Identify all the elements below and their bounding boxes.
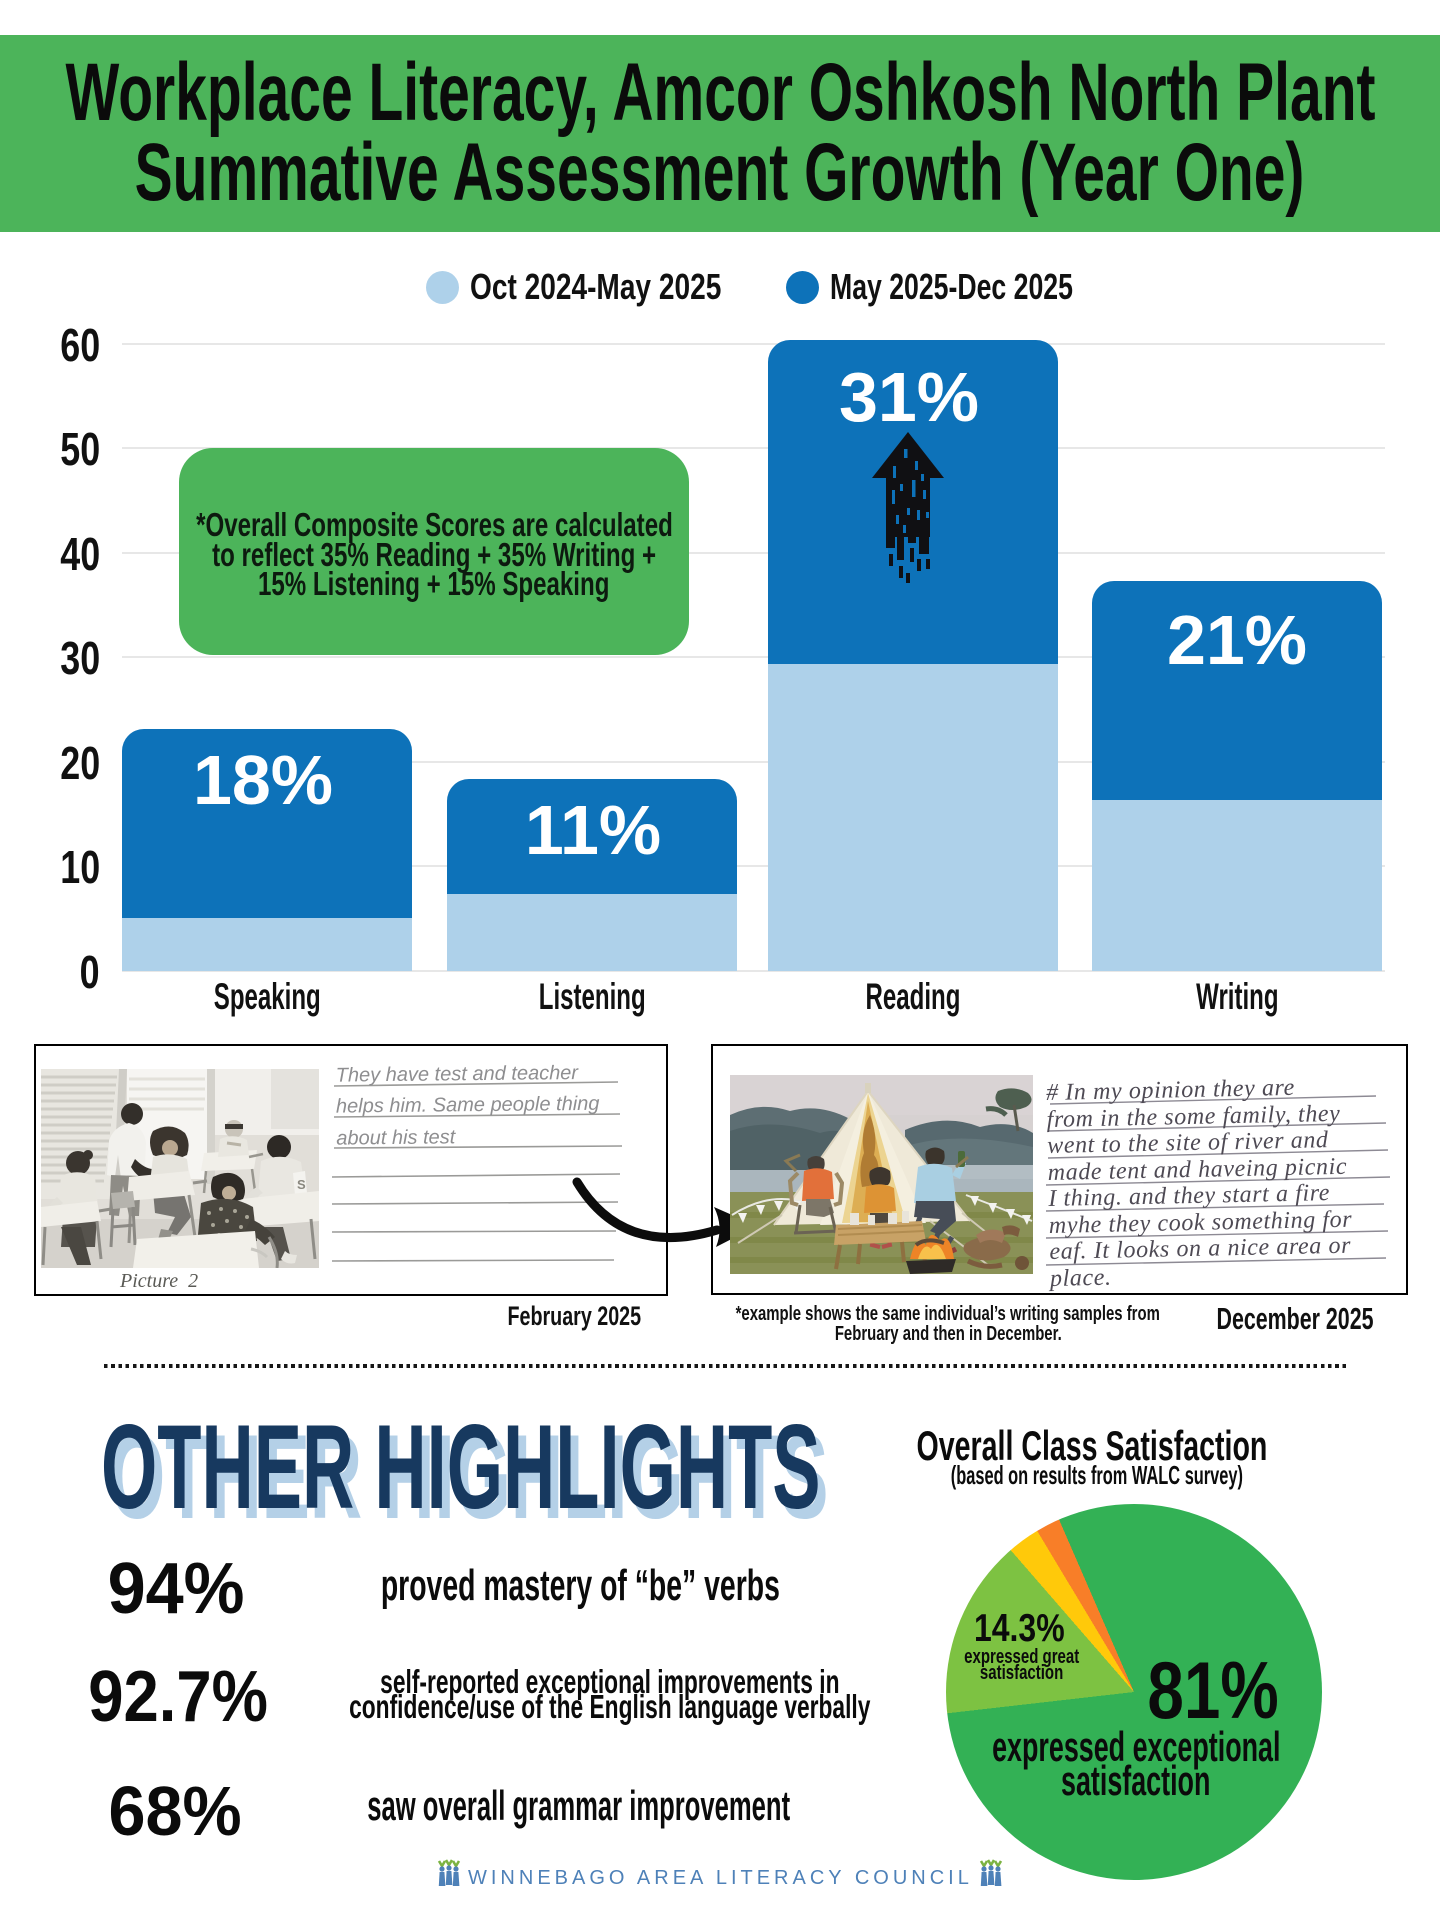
svg-text:S: S (297, 1177, 306, 1192)
